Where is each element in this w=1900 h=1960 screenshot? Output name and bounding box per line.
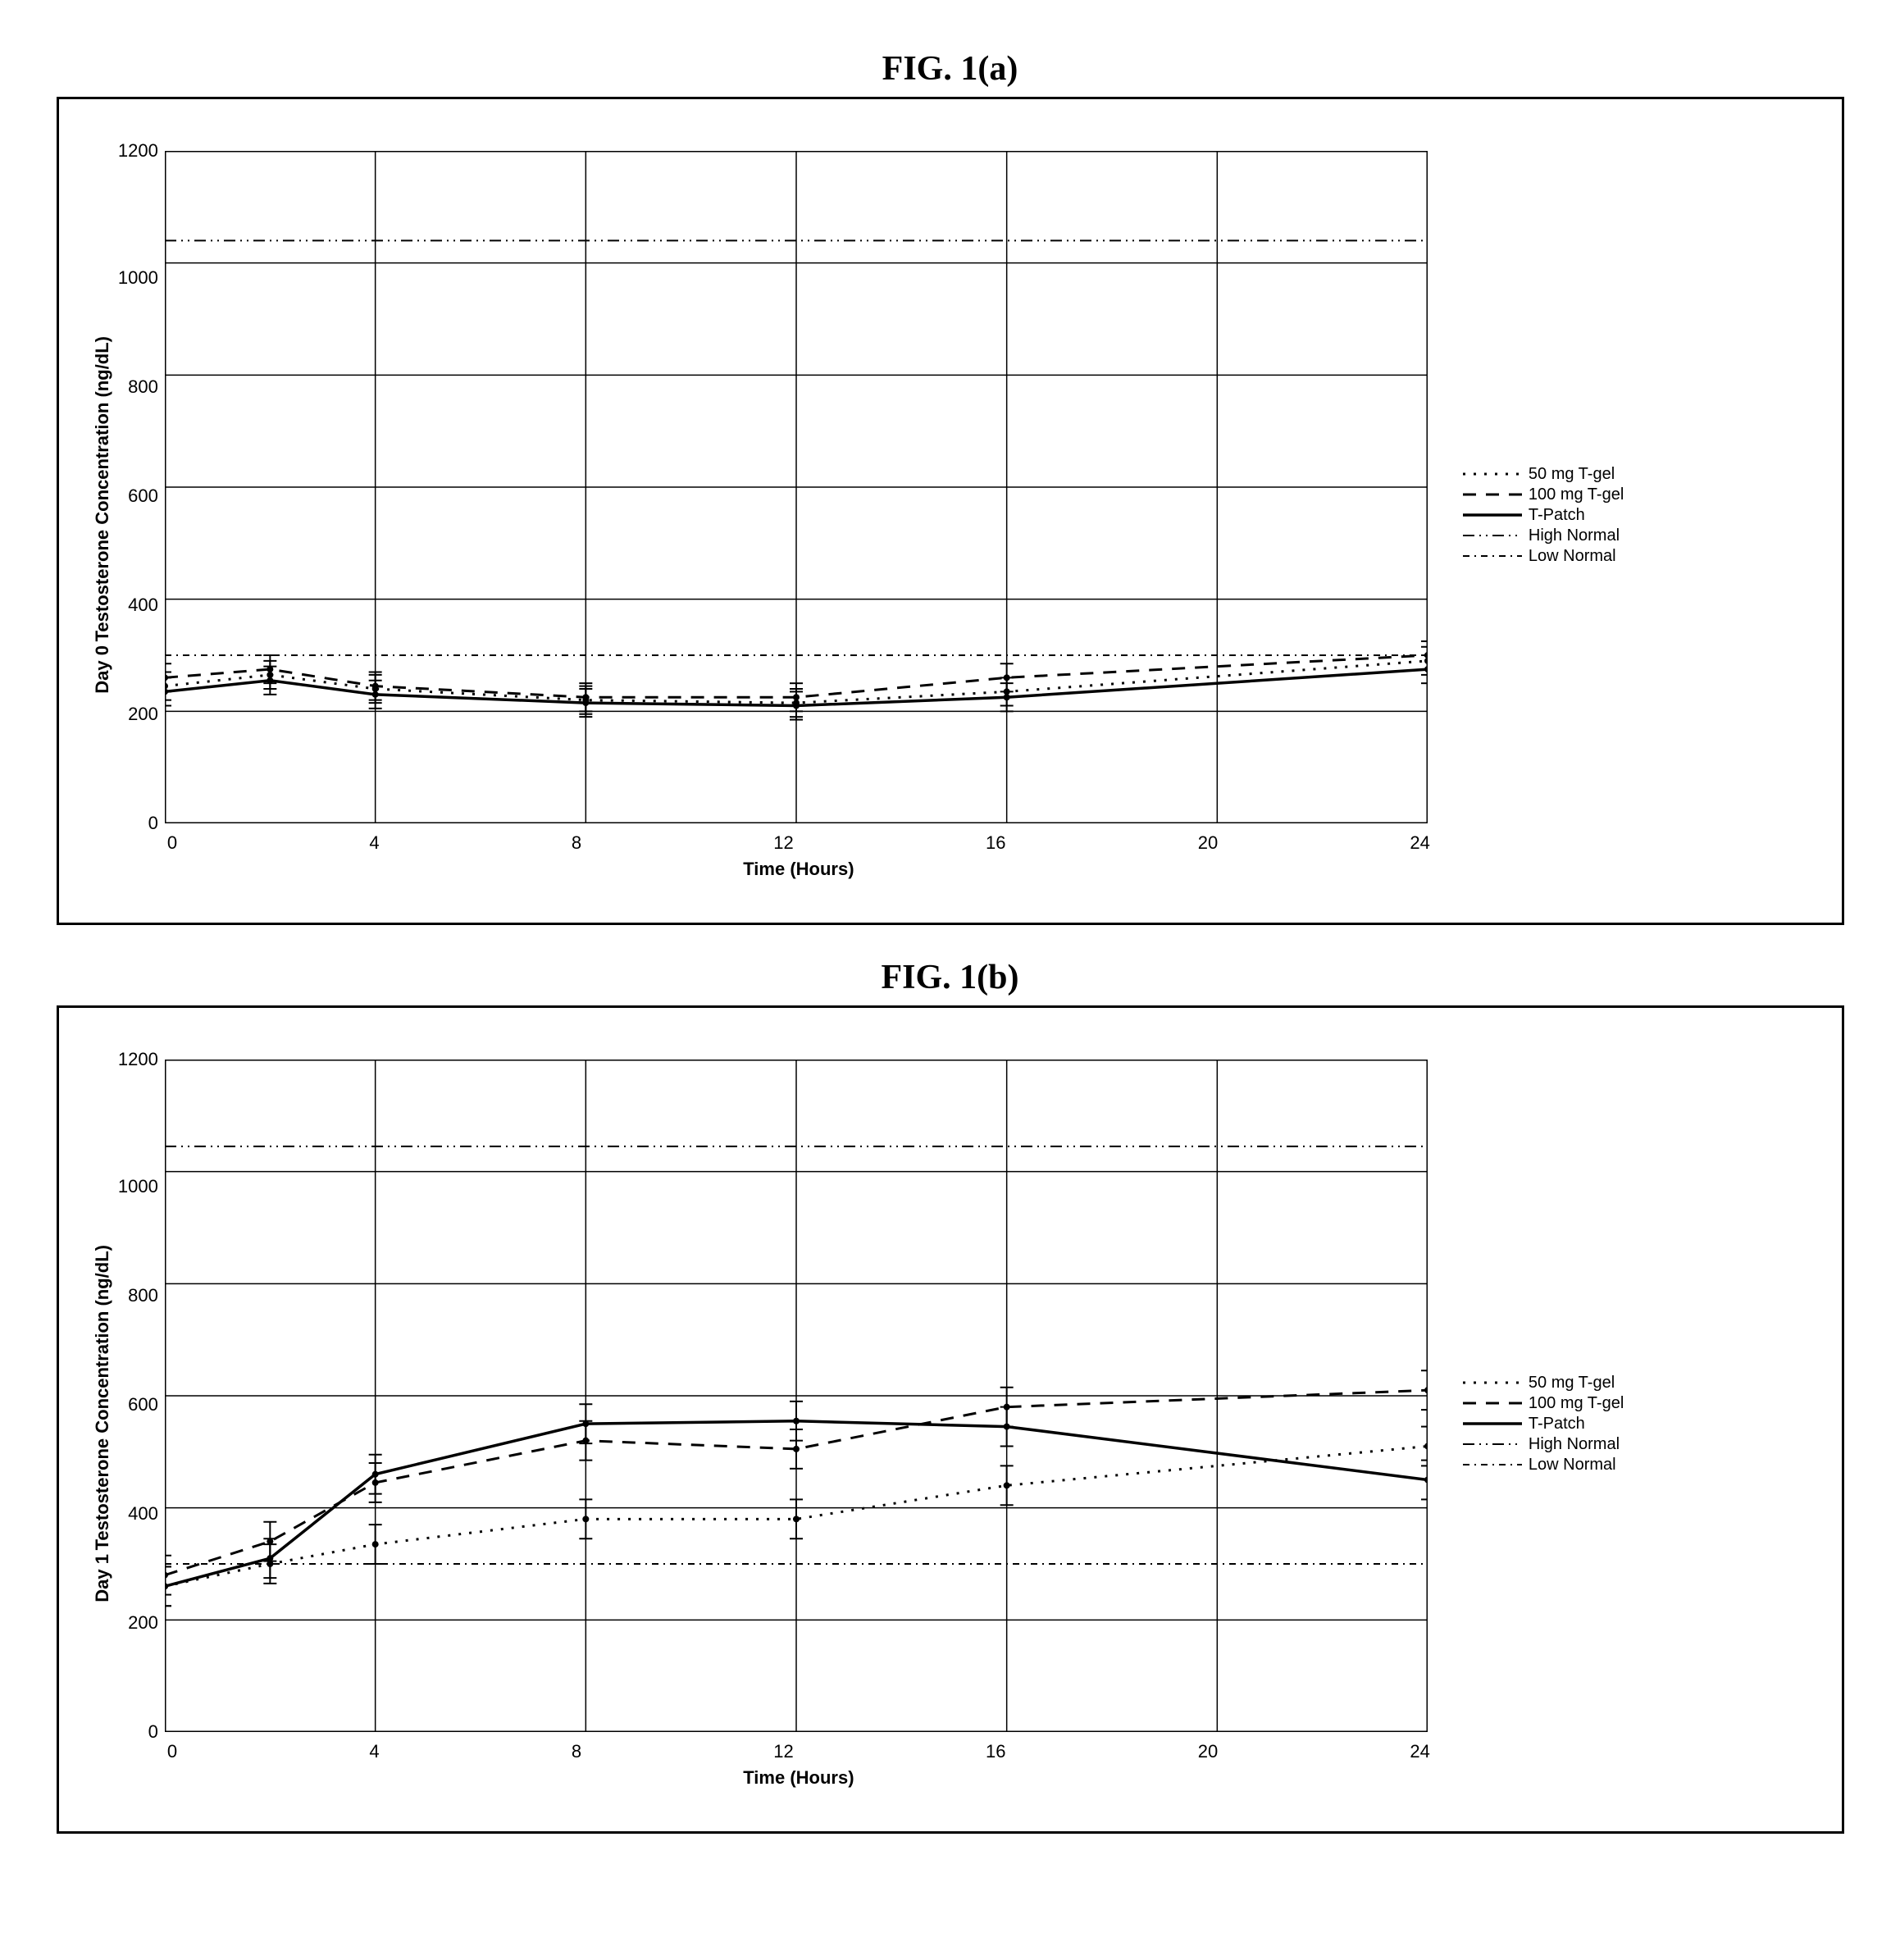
y-tick-label: 600 xyxy=(128,1396,158,1414)
y-tick-label: 200 xyxy=(128,705,158,723)
chart-legend: 50 mg T-gel100 mg T-gel T-PatchHigh Norma… xyxy=(1463,463,1624,567)
x-tick-label: 4 xyxy=(369,832,379,854)
chart-frame: Testosterone Concentration (ng/dL) Day 0 1… xyxy=(57,97,1844,925)
legend-item: High Normal xyxy=(1463,526,1624,545)
y-tick-label: 800 xyxy=(128,1287,158,1305)
y-axis-label: Testosterone Concentration (ng/dL) xyxy=(92,336,113,641)
legend-item: 50 mg T-gel xyxy=(1463,1374,1624,1393)
x-tick-label: 16 xyxy=(986,832,1005,854)
y-tick-label: 1200 xyxy=(118,1051,158,1069)
legend-label: Low Normal xyxy=(1529,547,1616,566)
x-tick-label: 20 xyxy=(1198,832,1218,854)
x-axis-label: Time (Hours) xyxy=(167,859,1430,880)
y-tick-label: 1000 xyxy=(118,1178,158,1196)
y-tick-label: 0 xyxy=(148,1723,158,1741)
y-tick-label: 0 xyxy=(148,814,158,832)
legend-label: T-Patch xyxy=(1529,506,1585,525)
legend-label: 100 mg T-gel xyxy=(1529,1394,1624,1413)
y-axis-sublabel: Day 1 xyxy=(92,1554,113,1602)
x-tick-label: 12 xyxy=(773,832,793,854)
y-tick-label: 600 xyxy=(128,487,158,505)
y-tick-label: 800 xyxy=(128,378,158,396)
y-tick-label: 200 xyxy=(128,1614,158,1632)
x-tick-label: 24 xyxy=(1410,832,1429,854)
y-tick-label: 1000 xyxy=(118,269,158,287)
legend-item: Low Normal xyxy=(1463,1456,1624,1475)
legend-item: T-Patch xyxy=(1463,1415,1624,1434)
y-axis-sublabel: Day 0 xyxy=(92,645,113,694)
x-tick-label: 20 xyxy=(1198,1741,1218,1762)
x-tick-label: 16 xyxy=(986,1741,1005,1762)
chart-legend: 50 mg T-gel100 mg T-gel T-PatchHigh Norma… xyxy=(1463,1372,1624,1476)
x-axis-ticks: 0 4 8 12 16 20 24 xyxy=(167,1736,1430,1762)
x-axis-ticks: 0 4 8 12 16 20 24 xyxy=(167,827,1430,854)
x-tick-label: 0 xyxy=(167,1741,177,1762)
y-tick-label: 400 xyxy=(128,1505,158,1523)
legend-label: 100 mg T-gel xyxy=(1529,485,1624,504)
x-tick-label: 8 xyxy=(572,1741,581,1762)
legend-item: High Normal xyxy=(1463,1435,1624,1454)
x-tick-label: 4 xyxy=(369,1741,379,1762)
figure-title: FIG. 1(b) xyxy=(33,958,1867,997)
chart-plot xyxy=(165,1060,1428,1732)
chart-frame: Testosterone Concentration (ng/dL) Day 1 1… xyxy=(57,1005,1844,1834)
legend-item: 100 mg T-gel xyxy=(1463,1394,1624,1413)
x-tick-label: 8 xyxy=(572,832,581,854)
y-tick-label: 400 xyxy=(128,596,158,614)
legend-label: High Normal xyxy=(1529,526,1620,545)
legend-label: High Normal xyxy=(1529,1435,1620,1454)
legend-item: 100 mg T-gel xyxy=(1463,485,1624,504)
legend-label: Low Normal xyxy=(1529,1456,1616,1475)
y-axis-ticks: 120010008006004002000 xyxy=(118,151,165,823)
y-axis-ticks: 120010008006004002000 xyxy=(118,1060,165,1732)
plot-area xyxy=(165,151,1428,827)
legend-label: T-Patch xyxy=(1529,1415,1585,1434)
chart-plot xyxy=(165,151,1428,823)
legend-label: 50 mg T-gel xyxy=(1529,1374,1615,1393)
legend-item: 50 mg T-gel xyxy=(1463,465,1624,484)
y-axis-label: Testosterone Concentration (ng/dL) xyxy=(92,1245,113,1550)
y-tick-label: 1200 xyxy=(118,142,158,160)
x-axis-label: Time (Hours) xyxy=(167,1767,1430,1789)
legend-label: 50 mg T-gel xyxy=(1529,465,1615,484)
plot-area xyxy=(165,1060,1428,1736)
x-tick-label: 12 xyxy=(773,1741,793,1762)
figure-title: FIG. 1(a) xyxy=(33,49,1867,89)
legend-item: Low Normal xyxy=(1463,547,1624,566)
legend-item: T-Patch xyxy=(1463,506,1624,525)
x-tick-label: 0 xyxy=(167,832,177,854)
x-tick-label: 24 xyxy=(1410,1741,1429,1762)
